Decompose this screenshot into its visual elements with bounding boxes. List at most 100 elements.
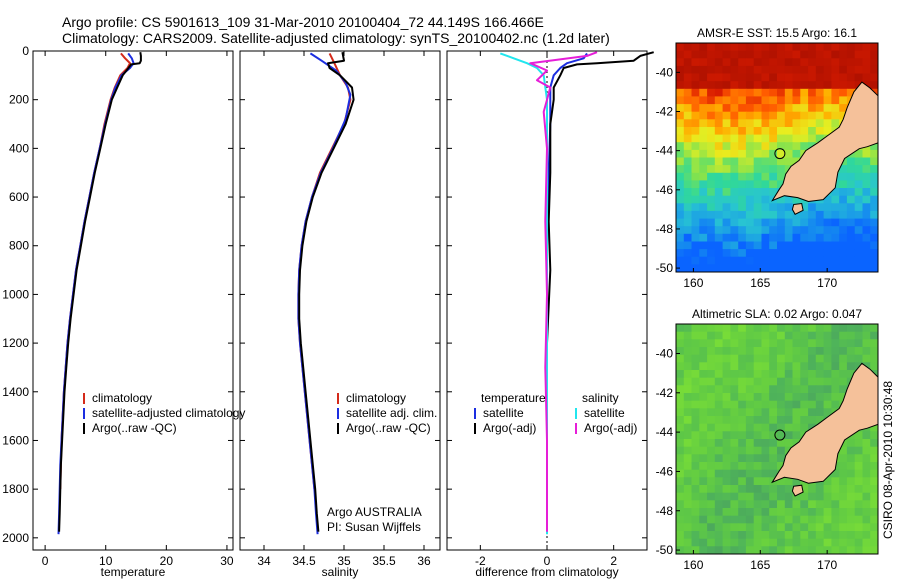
map-cell bbox=[699, 264, 708, 272]
map-cell bbox=[683, 210, 693, 220]
map-cell bbox=[745, 477, 755, 486]
map-cell bbox=[691, 462, 700, 471]
map-cell bbox=[777, 65, 786, 75]
map-cell bbox=[761, 531, 770, 540]
map-cell bbox=[676, 362, 685, 371]
map-cell bbox=[854, 58, 864, 67]
map-cell bbox=[691, 446, 700, 455]
map-cell bbox=[846, 339, 856, 348]
map-cell bbox=[862, 331, 871, 340]
map-cell bbox=[777, 439, 786, 448]
map-cell bbox=[699, 400, 708, 409]
map-cell bbox=[777, 408, 786, 417]
map-cell bbox=[831, 210, 840, 220]
map-cell bbox=[722, 492, 731, 501]
map-cell bbox=[707, 531, 716, 540]
map-cell bbox=[745, 104, 755, 113]
map-cell bbox=[683, 454, 693, 463]
map-cell bbox=[831, 203, 840, 212]
map-cell bbox=[769, 485, 778, 494]
map-cell bbox=[722, 431, 731, 440]
map-cell bbox=[862, 431, 871, 440]
map-cell bbox=[722, 339, 731, 348]
map-cell bbox=[714, 377, 724, 386]
map-cell bbox=[691, 400, 700, 409]
map-cell bbox=[839, 546, 848, 554]
map-cell bbox=[745, 96, 755, 105]
map-cell bbox=[854, 43, 864, 52]
map-cell bbox=[699, 50, 708, 59]
map-cell bbox=[862, 492, 871, 501]
map-cell bbox=[683, 180, 693, 189]
map-cell bbox=[854, 546, 864, 554]
map-cell bbox=[691, 439, 700, 448]
map-cell bbox=[722, 485, 731, 494]
map-cell bbox=[823, 492, 832, 501]
map-cell bbox=[730, 538, 739, 547]
map-cell bbox=[831, 249, 840, 258]
map-cell bbox=[862, 249, 871, 258]
map-cell bbox=[808, 370, 817, 379]
map-cell bbox=[808, 73, 817, 82]
map-cell bbox=[691, 393, 700, 402]
map-cell bbox=[777, 264, 786, 272]
map-cell bbox=[769, 88, 778, 97]
map-cell bbox=[730, 172, 739, 181]
map-cell bbox=[707, 423, 716, 432]
map-cell bbox=[722, 226, 731, 235]
map-cell bbox=[870, 500, 878, 509]
map-cell bbox=[699, 347, 708, 356]
map-cell bbox=[831, 73, 840, 82]
map-cell bbox=[761, 142, 770, 151]
map-cell bbox=[730, 362, 739, 371]
map-cell bbox=[676, 485, 685, 494]
map-cell bbox=[722, 210, 731, 220]
map-cell bbox=[722, 439, 731, 448]
map-cell bbox=[792, 81, 801, 90]
map-cell bbox=[738, 210, 747, 220]
map-cell bbox=[792, 73, 801, 82]
map-cell bbox=[769, 508, 778, 517]
map-cell bbox=[683, 43, 693, 52]
map-cell bbox=[707, 331, 716, 340]
map-cell bbox=[792, 408, 801, 417]
map-cell bbox=[846, 485, 856, 494]
map-cell bbox=[753, 226, 763, 235]
map-cell bbox=[769, 256, 778, 265]
map-cell bbox=[854, 500, 864, 509]
map-cell bbox=[784, 546, 794, 554]
map-cell bbox=[738, 96, 747, 105]
map-cell bbox=[823, 65, 832, 75]
map-cell bbox=[676, 331, 685, 340]
map-cell bbox=[761, 88, 770, 97]
map-cell bbox=[815, 500, 825, 509]
map-cell bbox=[722, 218, 731, 227]
map-cell bbox=[761, 73, 770, 82]
legend-label: satellite adj. clim. bbox=[346, 406, 437, 420]
map-cell bbox=[722, 88, 731, 97]
map-cell bbox=[714, 50, 724, 59]
map-cell bbox=[777, 43, 786, 52]
map-cell bbox=[722, 462, 731, 471]
map-cell bbox=[769, 324, 778, 333]
map-cell bbox=[691, 339, 700, 348]
map-cell bbox=[777, 73, 786, 82]
map-cell bbox=[745, 508, 755, 517]
map-cell bbox=[846, 50, 856, 59]
map-cell bbox=[846, 492, 856, 501]
map-cell bbox=[823, 500, 832, 509]
map-cell bbox=[707, 43, 716, 52]
map-cell bbox=[745, 73, 755, 82]
figure-title-line2: Climatology: CARS2009. Satellite-adjuste… bbox=[62, 30, 610, 46]
map-cell bbox=[777, 203, 786, 212]
map-cell bbox=[815, 218, 825, 227]
map-cell bbox=[846, 226, 856, 235]
map-cell bbox=[683, 249, 693, 258]
map-cell bbox=[784, 210, 794, 220]
map-cell bbox=[691, 492, 700, 501]
map-cell bbox=[722, 180, 731, 189]
map-cell bbox=[722, 203, 731, 212]
map-cell bbox=[870, 446, 878, 455]
map-cell bbox=[714, 157, 724, 166]
map-cell bbox=[808, 538, 817, 547]
